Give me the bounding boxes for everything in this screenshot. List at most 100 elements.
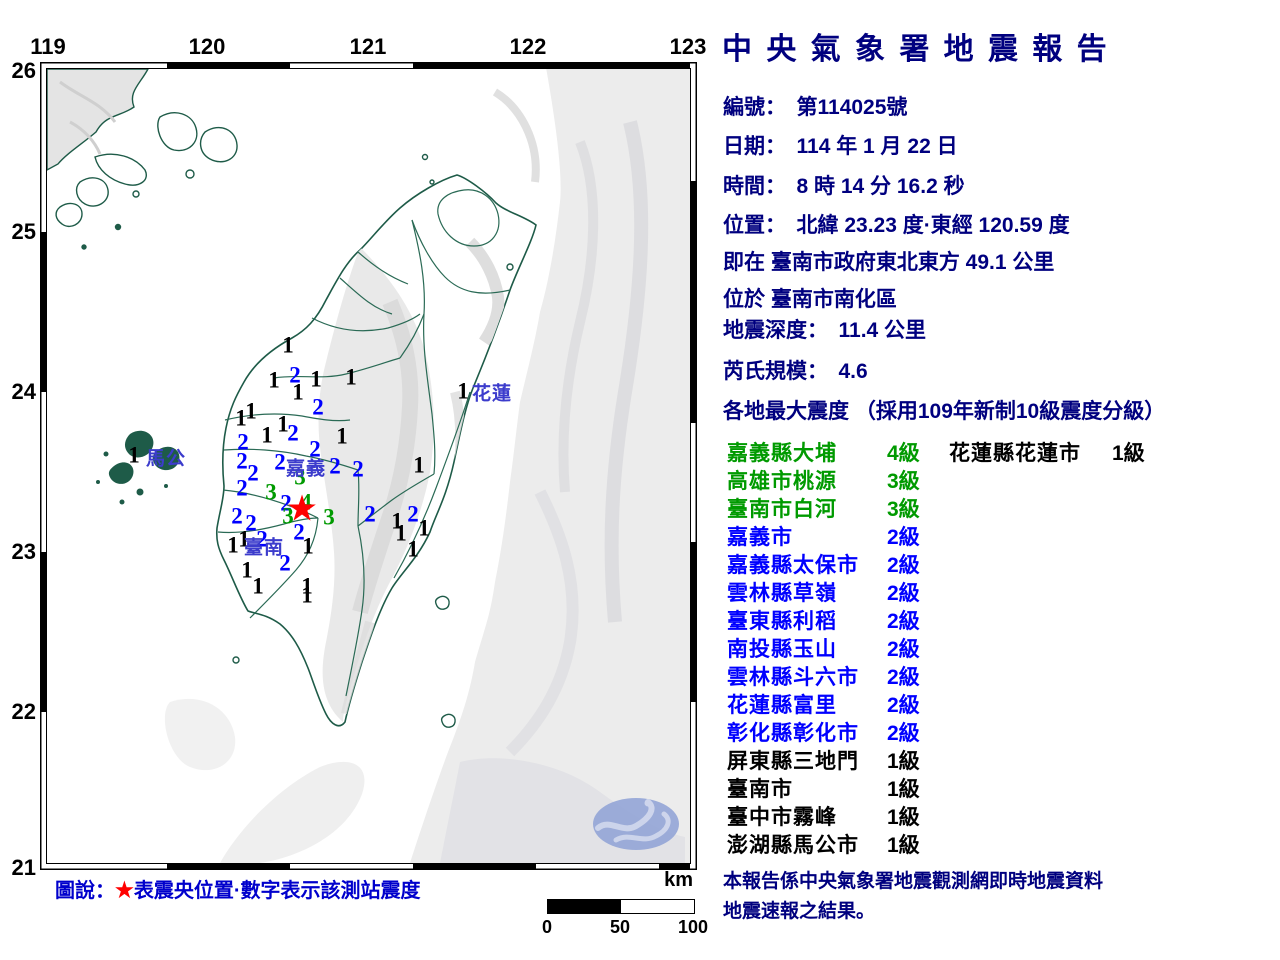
lon-tick-label: 121 (349, 34, 387, 59)
station-intensity-reading: 1 (395, 520, 407, 546)
station-intensity-reading: 1 (418, 515, 430, 541)
intensity-station-value: 1級 (887, 806, 920, 829)
china-terrain-texture (59, 80, 117, 155)
scalebar-tick-50: 50 (609, 917, 631, 937)
intensity-station-value: 2級 (887, 722, 920, 745)
station-intensity-reading: 1 (302, 533, 314, 559)
report-line: 編號： 第114025號 (723, 96, 908, 119)
station-intensity-reading: 1 (407, 536, 419, 562)
report-line: 位於 臺南市南化區 (723, 288, 897, 311)
report-line: 日期： 114 年 1 月 22 日 (723, 135, 958, 158)
city-label: 馬公 (146, 448, 187, 470)
offshore-islands (232, 153, 514, 728)
intensity-station-name: 雲林縣斗六市 (727, 666, 859, 689)
station-intensity-reading: 2 (280, 490, 292, 516)
intensity-station-name: 花蓮縣花蓮市 (949, 442, 1081, 465)
station-intensity-reading: 2 (312, 394, 324, 420)
intensity-station-value: 3級 (887, 498, 920, 521)
intensity-station-value: 2級 (887, 638, 920, 661)
station-intensity-reading: 2 (256, 526, 268, 552)
station-intensity-reading: 1 (336, 423, 348, 449)
intensity-station-value: 2級 (887, 666, 920, 689)
intensity-station-value: 1級 (887, 750, 920, 773)
station-intensity-reading: 1 (282, 332, 294, 358)
lat-tick-label: 23 (11, 539, 36, 564)
station-intensity-reading: 2 (287, 420, 299, 446)
station-intensity-reading: 2 (245, 510, 257, 536)
china-coast (46, 68, 238, 250)
footer-line-2: 地震速報之結果。 (723, 901, 876, 922)
intensity-station-name: 花蓮縣富里 (727, 694, 837, 717)
city-label: 嘉義 (286, 458, 327, 480)
intensity-station-value: 1級 (887, 834, 920, 857)
penghu-islands (96, 430, 180, 505)
lat-tick-label: 26 (11, 58, 36, 83)
station-intensity-reading: 1 (310, 366, 322, 392)
station-intensity-reading: 2 (407, 501, 419, 527)
station-intensity-reading: 1 (413, 452, 425, 478)
station-intensity-reading: 2 (237, 429, 249, 455)
intensity-station-name: 嘉義縣大埔 (727, 442, 837, 465)
report-line: 即在 臺南市政府東北東方 49.1 公里 (723, 251, 1055, 274)
station-intensity-reading: 2 (274, 449, 286, 475)
county-borders (217, 189, 511, 697)
intensity-station-name: 臺東縣利稻 (727, 610, 837, 633)
station-intensity-reading: 2 (293, 519, 305, 545)
intensity-station-name: 臺中市霧峰 (727, 806, 837, 829)
intensity-station-name: 屏東縣三地門 (727, 750, 859, 773)
intensity-station-name: 南投縣玉山 (727, 638, 837, 661)
lon-tick-label: 120 (188, 34, 226, 59)
lat-tick-label: 25 (11, 219, 36, 244)
intensity-station-value: 4級 (887, 442, 920, 465)
station-intensity-reading: 2 (247, 460, 259, 486)
city-label: 花蓮 (472, 383, 513, 405)
station-intensity-reading: 1 (252, 573, 264, 599)
map-legend: 圖說：★表震央位置·數字表示該測站震度 (55, 879, 421, 902)
max-intensity-heading: 各地最大震度 （採用109年新制10級震度分級） (723, 400, 1166, 423)
city-label: 臺南 (244, 537, 285, 559)
scalebar-filled-half (548, 900, 621, 913)
station-intensity-reading: 1 (128, 442, 140, 468)
intensity-station-name: 雲林縣草嶺 (727, 582, 837, 605)
scalebar-tick-100: 100 (677, 917, 709, 937)
intensity-station-value: 3級 (887, 470, 920, 493)
intensity-station-value: 2級 (887, 694, 920, 717)
intensity-station-name: 高雄市桃源 (727, 470, 837, 493)
scalebar-tick-0: 0 (541, 917, 552, 937)
station-intensity-reading: 2 (236, 475, 248, 501)
lat-tick-label: 24 (11, 379, 36, 404)
cwa-logo-watermark (593, 798, 679, 850)
lon-tick-label: 123 (669, 34, 707, 59)
report-line: 地震深度： 11.4 公里 (723, 319, 927, 342)
lat-tick-label: 22 (11, 699, 36, 724)
intensity-station-value: 1級 (887, 778, 920, 801)
station-intensity-reading: 1 (245, 398, 257, 424)
station-intensity-reading: 2 (231, 503, 243, 529)
map-frame (40, 62, 697, 870)
footer-line-1: 本報告係中央氣象署地震觀測網即時地震資料 (723, 871, 1104, 892)
station-intensity-reading: 2 (309, 436, 321, 462)
lon-tick-label: 119 (30, 34, 66, 59)
station-intensity-reading: 3 (294, 464, 306, 490)
station-intensity-reading: 2 (289, 362, 301, 388)
intensity-station-name: 臺南市白河 (727, 498, 837, 521)
station-intensity-reading: 1 (277, 411, 289, 437)
station-intensity-reading: 2 (352, 456, 364, 482)
lat-tick-label: 21 (11, 855, 36, 880)
epicenter-legend-star-icon: ★ (115, 879, 134, 902)
intensity-station-name: 嘉義縣太保市 (727, 554, 859, 577)
intensity-station-name: 澎湖縣馬公市 (727, 834, 859, 857)
map-svg (40, 62, 697, 870)
station-intensity-reading: 2 (329, 453, 341, 479)
intensity-station-value: 1級 (1112, 442, 1145, 465)
station-intensity-reading: 1 (301, 573, 313, 599)
intensity-station-name: 彰化縣彰化市 (727, 722, 859, 745)
intensity-station-name: 臺南市 (727, 778, 793, 801)
station-intensity-reading: 1 (241, 557, 253, 583)
report-line: 時間： 8 時 14 分 16.2 秒 (723, 175, 965, 198)
station-intensity-reading: 1 (235, 405, 247, 431)
station-intensity-reading: 4 (300, 489, 312, 515)
station-intensity-reading: 2 (364, 501, 376, 527)
station-intensity-reading: 1 (391, 508, 403, 534)
